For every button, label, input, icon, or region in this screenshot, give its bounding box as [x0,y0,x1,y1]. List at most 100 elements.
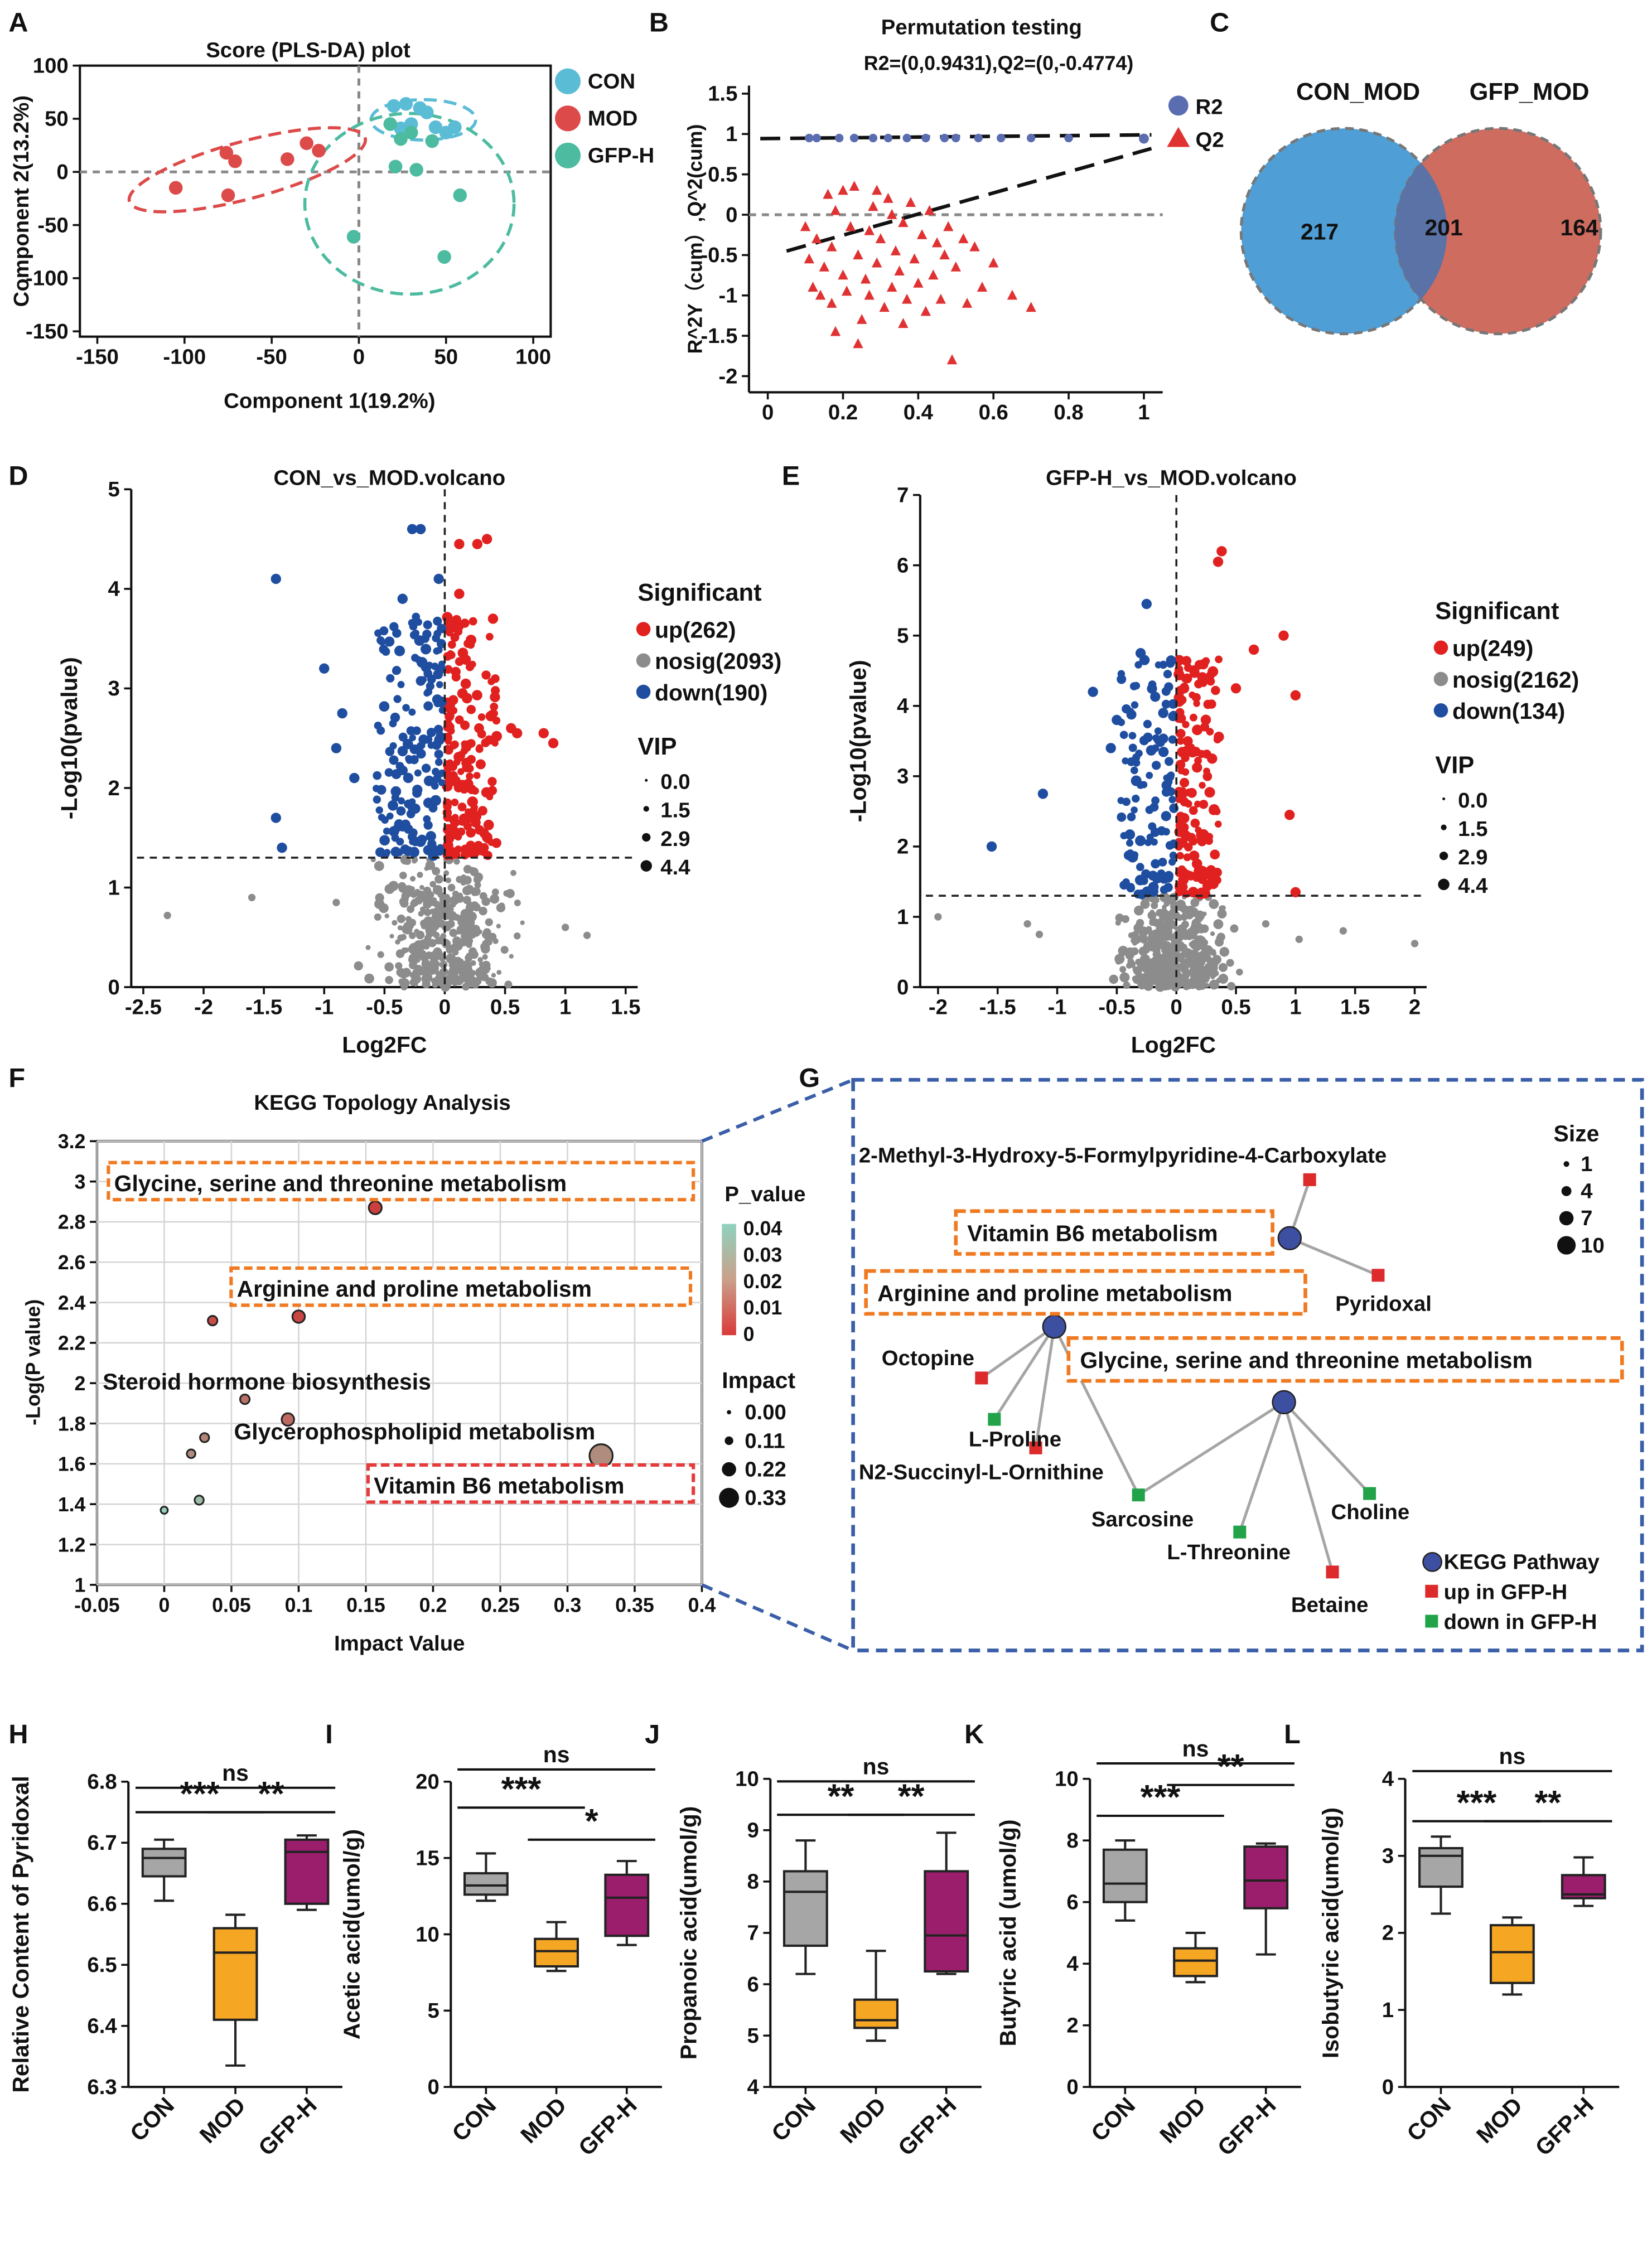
up-metabolite-node [1371,1269,1385,1282]
q2-point [879,302,890,312]
color-legend-label: 0.04 [743,1217,782,1240]
nosig-point [1218,974,1229,984]
nosig-point [1151,967,1161,977]
point-MOD [300,136,313,151]
nosig-point [457,980,462,985]
nosig-point [419,884,424,890]
q2-point [916,229,928,239]
pathway-point [207,1315,219,1327]
size-legend-label: 0.11 [745,1429,785,1453]
nosig-point [1149,910,1155,915]
down-point [398,797,405,805]
down-point [373,771,381,780]
down-point [1161,787,1171,797]
q2-point [823,188,833,199]
pathway-label: Vitamin B6 metabolism [967,1220,1218,1246]
x-tick-label: CON [766,2092,820,2147]
box-CON [141,1848,187,1878]
up-point [1181,656,1192,666]
nosig-point [468,947,477,956]
up-point [451,799,459,806]
venn-right-count: 164 [1560,215,1598,240]
point-MOD [168,181,183,195]
q2-point [894,265,905,276]
up-point [462,763,472,772]
up-point [1192,724,1203,736]
x-tick-label: 0.4 [688,1594,716,1616]
nosig-point [1132,940,1138,946]
size-legend-marker [1559,1211,1574,1226]
down-point [433,774,442,783]
chart-title: Permutation testing [881,15,1082,39]
significance-label: *** [501,1770,542,1809]
x-tick-label: -2 [929,995,948,1019]
q2-point [958,233,969,244]
nosig-point [1114,954,1125,964]
nosig-point [449,929,458,937]
nosig-point [445,877,452,883]
nosig-point [496,970,502,975]
x-tick-label: 50 [434,345,458,369]
q2-point [886,209,897,219]
y-tick-label: 10 [1055,1767,1079,1791]
q2-point [898,318,909,328]
vip-legend-marker [643,806,649,812]
r2-point [850,133,859,143]
nosig-point [474,881,481,888]
y-tick-label: 1.4 [58,1493,86,1516]
up-point [1278,630,1289,641]
y-tick-label: 3 [897,765,909,789]
axes-D: -2.5 -2 -1.5 -1 -0.5 0 0.5 1 1.5 0 1 2 3 4 5 [108,477,641,1019]
nosig-point [354,961,363,971]
nosig-point [1213,970,1219,976]
legend-title: Significant [1435,598,1559,625]
down-point [1168,858,1176,866]
q2-point [842,286,852,296]
y-tick-label: 4 [108,577,120,601]
q2-point [924,205,935,215]
q2-point [898,217,909,228]
nosig-point [1125,951,1134,960]
up-point [1189,806,1198,815]
nosig-point [453,938,461,946]
up-point [1213,808,1221,815]
y-tick-label: 0 [726,203,737,227]
q2-point [830,205,841,215]
chart-title: Score (PLS-DA) plot [206,38,410,62]
down-point [1161,811,1171,821]
nosig-point [1134,905,1144,916]
nosig-point [462,922,467,927]
up-point [454,588,465,600]
up-point [466,840,476,851]
legend-marker-Q2 [1167,127,1190,147]
legend-marker-up [636,622,651,636]
nosig-point [450,969,459,978]
up-point [1284,809,1295,820]
nosig-point [500,946,509,954]
down-point [331,743,342,753]
axes-A: -150 -100 -50 0 50 100 -150 -100 -50 0 50 100 [26,54,552,369]
x-tick-label: 0.15 [346,1594,385,1616]
up-point [490,702,499,711]
x-tick-label: -2 [194,995,213,1019]
down-point [389,755,399,765]
nosig-point [1115,920,1121,926]
nosig-point [1339,927,1347,935]
nosig-point [463,930,474,940]
down-point [384,768,394,777]
nosig-point [1172,912,1181,921]
nosig-point [436,906,444,915]
nosig-point [489,932,497,941]
ellipse-CON [369,98,477,142]
point-MOD [228,154,242,168]
pathway-point [160,1506,169,1515]
nosig-point [1162,905,1167,910]
zoom-box [851,1078,1644,1652]
down-point [1128,743,1137,752]
down-point [1162,828,1170,836]
up-metabolite-node [1303,1173,1316,1186]
nosig-point [409,932,416,939]
nosig-point [428,939,437,947]
nosig-point [460,879,467,886]
